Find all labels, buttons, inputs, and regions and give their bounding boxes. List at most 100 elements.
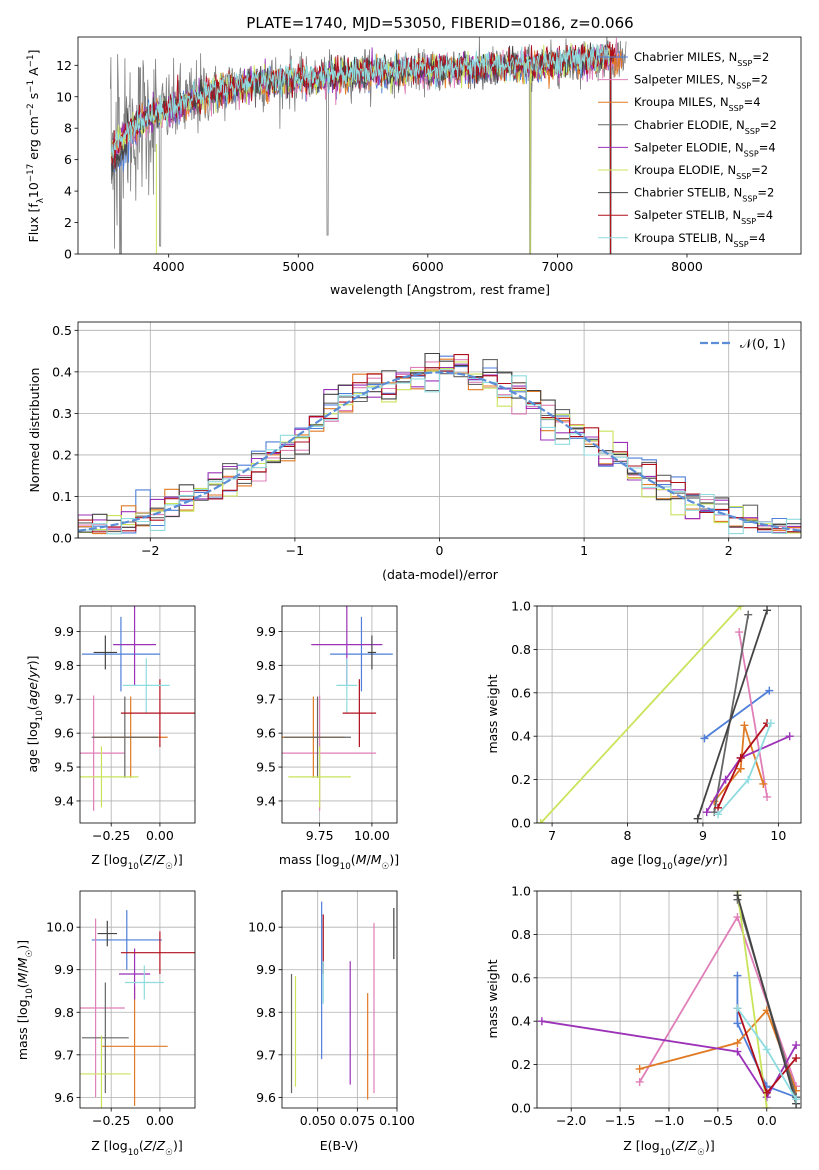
legend-label-part: SSP [745,126,760,135]
series-marker [537,1017,546,1026]
legend-label-part: SSP [737,59,752,68]
series-marker [740,721,749,730]
y-tick-label: 9.7 [54,692,74,707]
x-axis-label-part: )] [173,1138,183,1153]
y-tick-label: 9.6 [256,1090,276,1105]
x-axis-label: E(B-V) [320,1138,359,1153]
x-tick-label: 6000 [412,259,444,274]
y-tick-label: 0.4 [511,729,531,744]
y-tick-label: 9.8 [256,658,276,673]
y-tick-label: 6 [64,152,72,167]
y-tick-label: 0.2 [52,447,72,462]
legend-label-part: Chabrier MILES, N [634,50,737,64]
legend-label-part: Chabrier STELIB, N [634,186,742,200]
plot-area [80,910,195,1108]
x-tick-label: 0.00 [146,1113,174,1128]
x-tick-label: 0.100 [379,1113,415,1128]
legend-label: 𝒩(0, 1) [740,336,786,351]
y-tick-label: 0.2 [511,772,531,787]
legend-label: Chabrier ELODIE, NSSP=2 [634,118,777,136]
y-axis-label-part: M [15,972,30,983]
x-axis-label: mass [log10(M/M☉)] [279,852,399,872]
x-axis-label-part: Z [156,852,166,867]
y-tick-label: 9.8 [256,1005,276,1020]
y-tick-label: 9.5 [256,760,276,775]
plot-area [80,606,195,811]
series-kroupa-elodie [540,606,742,823]
legend-label-part: Salpeter MILES, N [634,73,736,87]
legend-label-part: =2 [752,50,769,64]
y-tick-label: 9.4 [256,793,276,808]
y-tick-label: 9.7 [256,1047,276,1062]
series-marker [766,719,775,728]
series-salpeter-miles [738,631,768,798]
axis-decor: 9.75 10.00 9.4 9.5 9.6 9.7 9.8 9.9 [256,605,398,843]
series-salpeter-elodie [541,1020,797,1099]
y-axis-label-part: age [log [25,721,40,772]
x-tick-label: 4000 [153,259,185,274]
series-marker [714,810,723,819]
axes-spectrum: 4000 5000 6000 7000 8000 0 2 4 6 8 10 12 [56,36,802,274]
legend-label: Salpeter STELIB, NSSP=4 [634,208,773,226]
x-axis-label: wavelength [Angstrom, rest frame] [330,282,550,297]
y-axis-label: mass [log10(M/M☉)] [15,940,35,1060]
legend: 𝒩(0, 1) [700,336,786,351]
x-tick-label: 0.0 [757,1113,777,1128]
x-axis-label-part: age [log [610,852,661,867]
axis-decor: 0.050 0.075 0.100 9.6 9.7 9.8 9.9 10.0 [248,890,415,1128]
x-tick-label: −2 [141,543,159,558]
legend-label-part: =2 [760,118,777,132]
x-axis-label: (data-model)/error [382,567,499,582]
legend-label-part: =4 [744,95,761,109]
x-axis-label-part: Z [log [91,852,127,867]
x-tick-label: −1.0 [654,1113,684,1128]
y-axis-label-part: yr [25,664,40,678]
y-axis-label-part: )] [25,655,40,665]
series-marker [744,610,753,619]
legend-label: Salpeter ELODIE, NSSP=4 [634,140,776,158]
y-axis-label-part: M [15,957,30,968]
legend-label-part: SSP [744,149,759,158]
x-tick-label: −0.25 [92,828,130,843]
x-tick-label: 0.00 [146,828,174,843]
series-marker [721,775,730,784]
y-tick-label: 0.6 [511,970,531,985]
plot-area [290,901,395,1100]
y-axis-label: Flux [fλ10−17 erg cm−2 s−1 A−1] [26,50,46,243]
series-marker [733,1038,742,1047]
axis-decor: −2 −1 0 1 2 0.0 0.1 0.2 0.3 0.4 0.5 [52,321,802,558]
series-marker [736,764,745,773]
x-tick-label: 2 [725,543,733,558]
gaussian-curve [78,371,801,532]
y-tick-label: 9.6 [54,1090,74,1105]
y-tick-label: 9.9 [54,624,74,639]
x-tick-label: 1 [580,543,588,558]
x-axis-label-part: ☉ [697,1148,705,1158]
axis-decor: −2.0 −1.5 −1.0 −0.5 0.0 0.0 0.2 0.4 0.6 0.8 1.0 [511,884,802,1128]
x-axis-label-part: )] [389,852,399,867]
y-tick-label: 1.0 [511,599,531,614]
y-axis-label: mass weight [485,959,500,1038]
x-tick-label: 5000 [282,259,314,274]
x-axis-label-part: / [701,852,706,867]
y-tick-label: 0.6 [511,685,531,700]
y-tick-label: 0.1 [52,489,72,504]
y-axis-label-part: / [25,677,40,682]
series-marker [537,819,545,823]
axis-decor: −0.25 0.00 9.6 9.7 9.8 9.9 10.0 [46,890,196,1128]
y-axis-label-part: s [26,93,41,104]
series-marker [762,1088,771,1097]
x-axis-label-part: / [152,1138,157,1153]
series-marker [765,686,774,695]
x-axis-label-part: ( [673,852,678,867]
y-tick-label: 9.8 [54,658,74,673]
x-axis-label-part: M [371,852,382,867]
legend-label-part: =4 [749,231,766,245]
x-tick-label: 7000 [542,259,574,274]
y-axis-label: Normed distribution [27,368,42,493]
series-marker [635,1064,644,1073]
series-marker [762,1045,771,1054]
axes-frame [77,36,802,255]
series-marker [744,775,753,784]
